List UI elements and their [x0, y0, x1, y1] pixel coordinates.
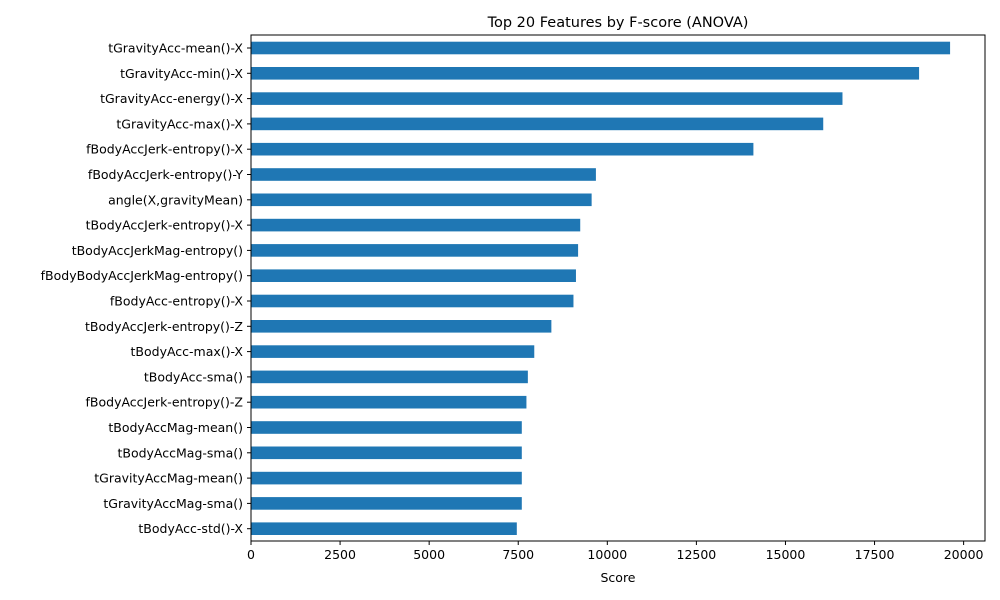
bars-group: [251, 41, 951, 535]
x-tick-label: 12500: [677, 547, 717, 562]
y-tick-label: tGravityAcc-max()-X: [116, 116, 243, 131]
y-tick-label: fBodyAccJerk-entropy()-Z: [86, 395, 243, 410]
y-tick-label: tBodyAcc-sma(): [144, 369, 243, 384]
x-tick-label: 10000: [587, 547, 627, 562]
bar: [251, 345, 535, 358]
bar: [251, 421, 522, 434]
chart-title: Top 20 Features by F-score (ANOVA): [487, 15, 749, 31]
bar: [251, 193, 592, 207]
x-tick-label: 20000: [944, 547, 984, 562]
y-tick-label: angle(X,gravityMean): [108, 192, 243, 207]
x-tick-label: 2500: [324, 547, 356, 562]
bar: [251, 41, 951, 55]
y-tick-label: tGravityAcc-energy()-X: [100, 91, 243, 106]
y-tick-label: tGravityAcc-mean()-X: [108, 41, 243, 56]
bar: [251, 168, 596, 181]
bar: [251, 67, 920, 80]
y-tick-label: tBodyAccMag-mean(): [108, 420, 243, 435]
bar: [251, 320, 552, 333]
bar: [251, 522, 517, 535]
plot-frame: [250, 34, 986, 542]
y-tick-label: fBodyAcc-entropy()-X: [110, 294, 244, 309]
bar: [251, 244, 579, 257]
x-tick-label: 7500: [502, 547, 534, 562]
bar: [251, 370, 528, 384]
bar: [251, 92, 843, 105]
y-tick-label: fBodyBodyAccJerkMag-entropy(): [41, 268, 243, 283]
x-tick-label: 17500: [855, 547, 895, 562]
bar: [251, 269, 576, 282]
y-tick-label: tBodyAccJerk-entropy()-X: [86, 218, 244, 233]
bar: [251, 117, 824, 131]
bar: [251, 446, 522, 460]
y-tick-label: fBodyAccJerk-entropy()-Y: [88, 167, 243, 182]
x-axis-label: Score: [600, 570, 635, 585]
y-axis-ticks: tGravityAcc-mean()-X tGravityAcc-min()-X t…: [41, 41, 251, 536]
bar: [251, 395, 527, 409]
bar: [251, 142, 754, 156]
x-tick-label: 5000: [413, 547, 445, 562]
y-tick-label: tGravityAccMag-mean(): [94, 471, 243, 486]
bar: [251, 294, 574, 308]
y-tick-label: tBodyAcc-std()-X: [138, 521, 243, 536]
bar: [251, 497, 522, 510]
y-tick-label: tBodyAcc-max()-X: [131, 344, 244, 359]
y-tick-label: fBodyAccJerk-entropy()-X: [86, 142, 243, 157]
y-tick-label: tGravityAcc-min()-X: [120, 66, 243, 81]
bar: [251, 471, 522, 485]
x-axis-ticks: 0 2500 5000 7500 10000 12500 15000 17500 20000: [247, 541, 984, 562]
y-tick-label: tBodyAccJerk-entropy()-Z: [85, 319, 243, 334]
y-tick-label: tBodyAccJerkMag-entropy(): [72, 243, 243, 258]
y-tick-label: tGravityAccMag-sma(): [103, 496, 243, 511]
x-tick-label: 0: [247, 547, 255, 562]
x-tick-label: 15000: [766, 547, 806, 562]
bar: [251, 218, 581, 232]
y-tick-label: tBodyAccMag-sma(): [117, 445, 243, 460]
